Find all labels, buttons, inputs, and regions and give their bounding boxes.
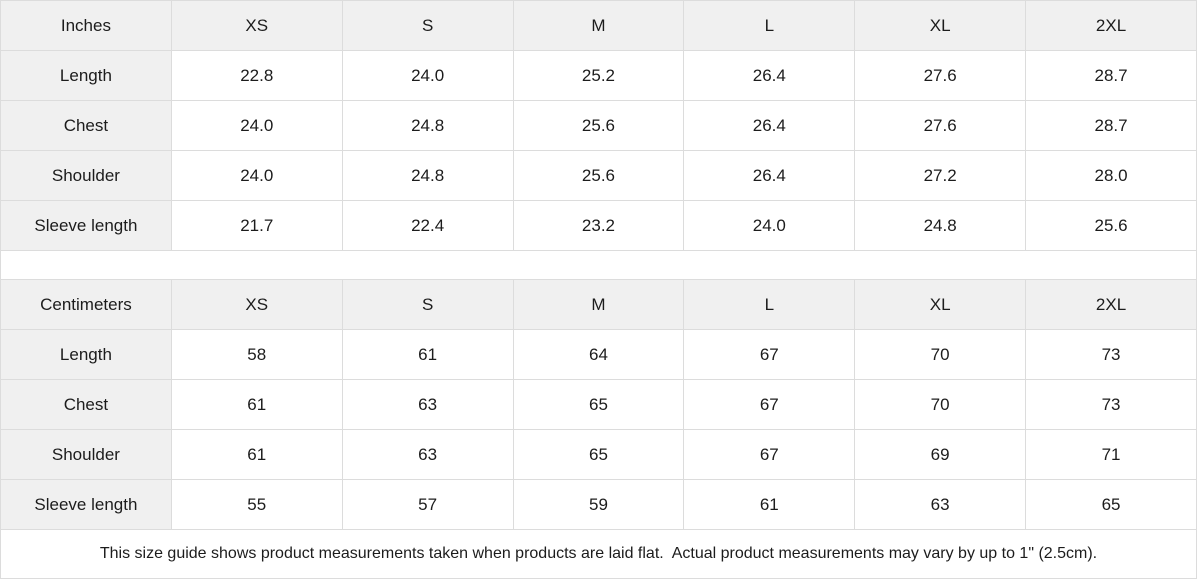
size-guide-note: This size guide shows product measuremen… — [0, 530, 1197, 579]
measurement-cell: 24.8 — [854, 200, 1027, 251]
measurement-cell: 63 — [854, 479, 1027, 530]
size-header-cell-m: M — [512, 279, 685, 330]
measurement-cell: 67 — [683, 379, 856, 430]
table-row-sleeve-length: Sleeve length 21.7 22.4 23.2 24.0 24.8 2… — [0, 200, 1197, 251]
row-label-cell: Shoulder — [0, 150, 172, 201]
measurement-cell: 28.0 — [1025, 150, 1197, 201]
row-label-cell: Sleeve length — [0, 200, 172, 251]
table-row-length: Length 58 61 64 67 70 73 — [0, 329, 1197, 380]
measurement-cell: 59 — [512, 479, 685, 530]
table-row-shoulder: Shoulder 61 63 65 67 69 71 — [0, 429, 1197, 480]
size-header-cell-xs: XS — [170, 0, 343, 51]
measurement-cell: 65 — [512, 379, 685, 430]
row-label-cell: Chest — [0, 100, 172, 151]
table-row-chest: Chest 61 63 65 67 70 73 — [0, 379, 1197, 430]
measurement-cell: 21.7 — [170, 200, 343, 251]
size-header-cell-l: L — [683, 0, 856, 51]
measurement-cell: 27.6 — [854, 100, 1027, 151]
size-header-cell-s: S — [341, 279, 514, 330]
measurement-cell: 69 — [854, 429, 1027, 480]
size-header-cell-m: M — [512, 0, 685, 51]
measurement-cell: 22.8 — [170, 50, 343, 101]
table-row-length: Length 22.8 24.0 25.2 26.4 27.6 28.7 — [0, 50, 1197, 101]
measurement-cell: 25.6 — [1025, 200, 1197, 251]
measurement-cell: 71 — [1025, 429, 1197, 480]
measurement-cell: 61 — [683, 479, 856, 530]
row-label-cell: Length — [0, 329, 172, 380]
row-label-cell: Shoulder — [0, 429, 172, 480]
unit-header-cell: Inches — [0, 0, 172, 51]
measurement-cell: 73 — [1025, 329, 1197, 380]
measurement-cell: 24.0 — [170, 100, 343, 151]
measurement-cell: 26.4 — [683, 100, 856, 151]
size-header-cell-xl: XL — [854, 0, 1027, 51]
size-header-cell-2xl: 2XL — [1025, 0, 1197, 51]
measurement-cell: 73 — [1025, 379, 1197, 430]
unit-header-cell: Centimeters — [0, 279, 172, 330]
measurement-cell: 27.2 — [854, 150, 1027, 201]
size-header-cell-2xl: 2XL — [1025, 279, 1197, 330]
size-header-cell-xl: XL — [854, 279, 1027, 330]
measurement-cell: 63 — [341, 429, 514, 480]
measurement-cell: 58 — [170, 329, 343, 380]
centimeters-size-table: Centimeters XS S M L XL 2XL Length 58 61… — [0, 279, 1197, 530]
table-row-shoulder: Shoulder 24.0 24.8 25.6 26.4 27.2 28.0 — [0, 150, 1197, 201]
measurement-cell: 26.4 — [683, 150, 856, 201]
measurement-cell: 25.6 — [512, 100, 685, 151]
measurement-cell: 70 — [854, 379, 1027, 430]
measurement-cell: 65 — [512, 429, 685, 480]
table-spacer — [0, 251, 1197, 279]
centimeters-header-row: Centimeters XS S M L XL 2XL — [0, 279, 1197, 330]
size-header-cell-s: S — [341, 0, 514, 51]
measurement-cell: 64 — [512, 329, 685, 380]
row-label-cell: Chest — [0, 379, 172, 430]
measurement-cell: 24.0 — [170, 150, 343, 201]
measurement-cell: 22.4 — [341, 200, 514, 251]
measurement-cell: 61 — [170, 429, 343, 480]
measurement-cell: 57 — [341, 479, 514, 530]
measurement-cell: 24.0 — [341, 50, 514, 101]
measurement-cell: 24.0 — [683, 200, 856, 251]
measurement-cell: 24.8 — [341, 100, 514, 151]
inches-header-row: Inches XS S M L XL 2XL — [0, 0, 1197, 51]
row-label-cell: Length — [0, 50, 172, 101]
measurement-cell: 23.2 — [512, 200, 685, 251]
measurement-cell: 61 — [341, 329, 514, 380]
measurement-cell: 28.7 — [1025, 100, 1197, 151]
measurement-cell: 70 — [854, 329, 1027, 380]
measurement-cell: 63 — [341, 379, 514, 430]
measurement-cell: 67 — [683, 429, 856, 480]
measurement-cell: 55 — [170, 479, 343, 530]
measurement-cell: 67 — [683, 329, 856, 380]
inches-size-table: Inches XS S M L XL 2XL Length 22.8 24.0 … — [0, 0, 1197, 251]
measurement-cell: 25.6 — [512, 150, 685, 201]
measurement-cell: 25.2 — [512, 50, 685, 101]
measurement-cell: 24.8 — [341, 150, 514, 201]
measurement-cell: 65 — [1025, 479, 1197, 530]
size-header-cell-xs: XS — [170, 279, 343, 330]
measurement-cell: 27.6 — [854, 50, 1027, 101]
measurement-cell: 26.4 — [683, 50, 856, 101]
table-row-chest: Chest 24.0 24.8 25.6 26.4 27.6 28.7 — [0, 100, 1197, 151]
row-label-cell: Sleeve length — [0, 479, 172, 530]
measurement-cell: 61 — [170, 379, 343, 430]
measurement-cell: 28.7 — [1025, 50, 1197, 101]
size-header-cell-l: L — [683, 279, 856, 330]
table-row-sleeve-length: Sleeve length 55 57 59 61 63 65 — [0, 479, 1197, 530]
